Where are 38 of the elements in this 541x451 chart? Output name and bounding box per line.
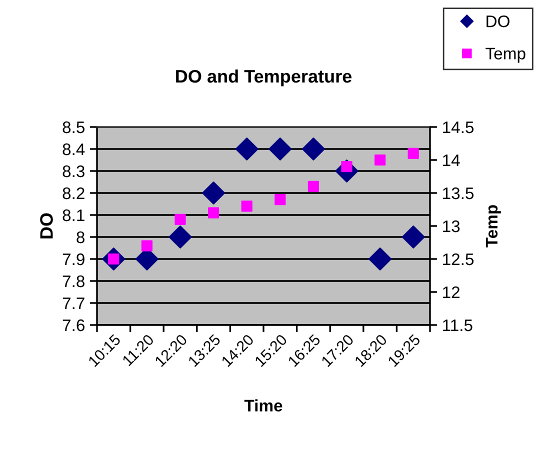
- y-tick-label: 7.9: [62, 253, 84, 266]
- y-tick-label: 7.6: [62, 319, 84, 332]
- point: [402, 226, 425, 248]
- y2-tick-label: 14.5: [443, 122, 474, 134]
- y-tick-label: 8.2: [62, 187, 84, 200]
- point: [202, 182, 226, 204]
- y-tick-label: 8.1: [62, 209, 84, 222]
- legend-label: DO: [486, 15, 510, 28]
- point: [208, 207, 220, 218]
- point: [141, 240, 153, 252]
- point: [308, 180, 320, 192]
- point: [368, 248, 392, 270]
- y2-tick-label: 13.5: [443, 187, 474, 200]
- legend-label: Temp: [486, 48, 526, 63]
- y-tick-label: 7.7: [62, 298, 84, 310]
- point: [302, 138, 325, 160]
- point: [374, 154, 386, 166]
- chart-title: DO and Temperature: [176, 69, 352, 86]
- y2-tick-label: 11.5: [443, 320, 472, 332]
- y-tick-label: 7.8: [62, 275, 84, 288]
- y-axis-title: DO: [40, 213, 53, 238]
- y2-tick-label: 12: [443, 286, 460, 298]
- y-tick-label: 8.5: [62, 121, 84, 134]
- point: [268, 138, 292, 160]
- point: [408, 148, 419, 159]
- point: [235, 138, 258, 160]
- point: [241, 200, 252, 212]
- point: [274, 194, 286, 206]
- y-tick-label: 8.4: [62, 143, 85, 156]
- y-tick-label: 8.3: [62, 165, 84, 178]
- point: [168, 226, 192, 248]
- y2-tick-label: 14: [443, 154, 460, 166]
- y2-tick-label: 12.5: [443, 253, 474, 266]
- y2-axis-title: Temp: [486, 205, 501, 248]
- y2-tick-label: 13: [443, 220, 460, 232]
- y-tick-label: 8: [76, 231, 84, 244]
- x-axis-title: Time: [244, 399, 282, 412]
- point: [174, 214, 186, 225]
